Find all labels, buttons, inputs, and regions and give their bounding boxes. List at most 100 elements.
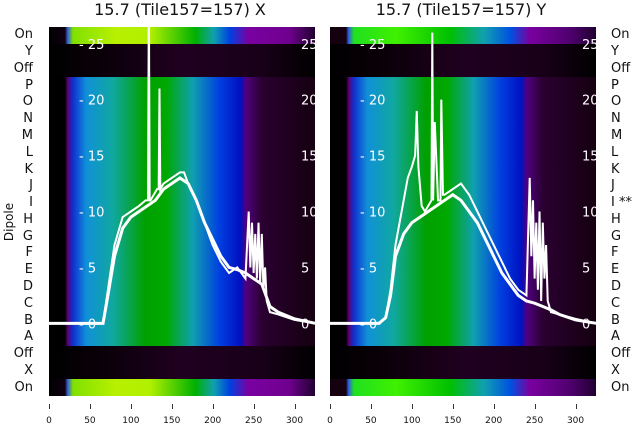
x-tick-label: 300 [285,416,304,426]
x-tick [130,404,132,409]
heatmap-row [330,161,596,179]
row-label: N [611,111,621,127]
heatmap-row [49,94,315,112]
title-x: 15.7 (Tile157=157) X [94,0,266,19]
heatmap-row [49,144,315,162]
overlay-ytick-label: - 10 [360,206,385,221]
overlay-ytick-label: - 20 [360,94,385,109]
heatmap-row [330,278,596,296]
heatmap-row [49,43,315,62]
heatmap-row [49,328,315,347]
heatmap-row [49,60,315,78]
overlay-ytick-label: 15 [301,150,315,165]
row-label: Off [13,60,33,76]
row-label: H [611,211,621,227]
x-tick [370,404,372,409]
x-tick [534,404,536,409]
heatmap-row [330,77,596,95]
heatmap-row [49,27,315,45]
x-tick [575,404,577,409]
row-label: On [611,379,630,395]
x-tick-label: 200 [204,416,222,426]
overlay-ytick-label: - 25 [79,38,104,53]
row-label: D [611,278,622,294]
x-tick [49,404,50,409]
row-label: X [24,362,33,378]
row-label: Off [611,60,631,76]
heatmap-row [330,328,596,347]
overlay-ytick-label: - 10 [79,206,104,221]
x-tick-label: 100 [403,416,421,426]
x-tick [89,404,91,409]
overlay-ytick-label: - 5 [79,261,96,276]
row-label: Y [611,44,619,60]
row-label: On [611,27,630,43]
row-label: B [611,312,620,328]
row-label: P [25,77,33,93]
row-label: E [24,262,33,278]
overlay-ytick-label: 0 [301,317,309,332]
heatmap-row [330,27,596,45]
heatmap-row [330,110,596,129]
x-tick-label: 150 [444,416,462,426]
row-label: I ** [611,195,632,211]
heatmap-row [330,127,596,145]
overlay-ytick-label: - 5 [360,261,377,276]
x-tick [493,404,495,409]
heatmap-row [49,161,315,179]
row-label: On [14,27,33,43]
overlay-ytick-label: 20 [301,94,315,109]
x-tick-label: 250 [526,416,544,426]
y-axis-label: Dipole [2,202,17,242]
row-label: Off [13,346,33,362]
x-tick [330,404,331,409]
heatmap-row [330,312,596,330]
trace-line-trace1 [49,27,315,325]
heatmap-row [49,110,315,129]
row-label: A [611,329,620,345]
x-tick-label: 150 [163,416,181,426]
heatmap-row [330,43,596,62]
row-label: E [611,262,620,278]
row-label: P [611,77,619,93]
overlay-ytick-label: 25 [582,38,596,53]
overlay-ytick-label: 10 [301,206,315,221]
trace-overlay: - 0 0- 5 5- 10 10- 15 15- 20 20- 25 25 [49,27,315,332]
row-label: L [611,144,619,160]
x-tick-label: 0 [46,416,52,426]
trace-line-trace2 [330,192,596,325]
x-tick [253,404,255,409]
row-label: D [22,278,33,294]
x-tick-label: 50 [365,416,377,426]
x-tick [212,404,214,409]
row-label: J [29,178,33,194]
row-label: K [611,161,620,177]
overlay-ytick-label: 5 [582,261,590,276]
row-label: M [611,128,623,144]
row-label: O [611,94,622,110]
row-label: I [29,195,33,211]
row-label: B [24,312,33,328]
heatmap-row [49,127,315,145]
x-tick [171,404,173,409]
x-tick-label: 50 [84,416,96,426]
overlay-ytick-label: 20 [582,94,596,109]
overlay-ytick-label: 10 [582,206,596,221]
row-label: C [611,295,621,311]
heatmap-row [330,94,596,112]
overlay-ytick-label: 0 [582,317,590,332]
overlay-ytick-label: - 15 [79,150,104,165]
row-label: O [22,94,33,110]
x-tick [294,404,296,409]
trace-overlay: - 0 0- 5 5- 10 10- 15 15- 20 20- 25 25 [330,32,596,332]
overlay-ytick-label: - 15 [360,150,385,165]
overlay-ytick-label: - 20 [79,94,104,109]
heatmap-row [330,261,596,280]
row-label: M [21,128,33,144]
row-label: Off [611,346,631,362]
row-label: J [611,178,615,194]
heatmap-row [49,194,315,212]
heatmap-row [49,312,315,330]
